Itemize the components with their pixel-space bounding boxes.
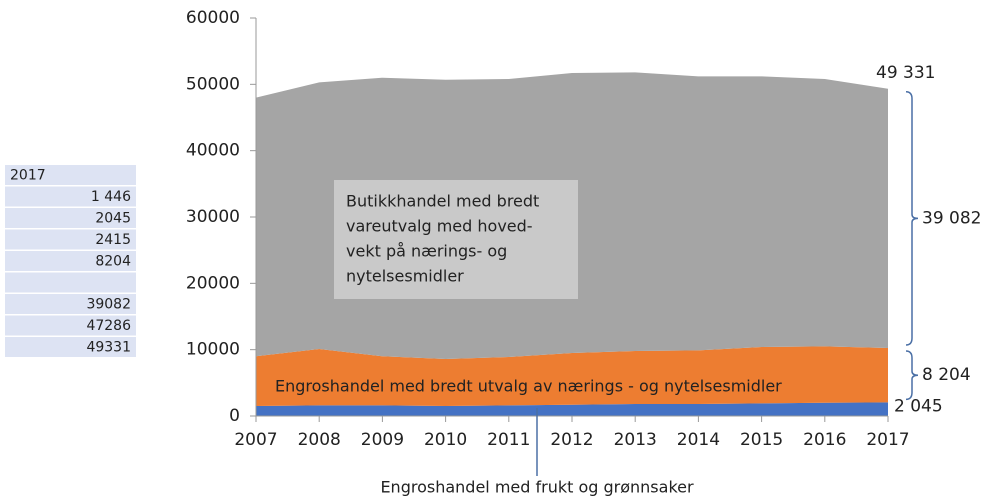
table-row bbox=[5, 315, 136, 336]
x-tick-label: 2016 bbox=[803, 430, 846, 450]
table-row bbox=[5, 294, 136, 314]
table-row bbox=[5, 272, 136, 293]
table-cell: 39082 bbox=[86, 297, 131, 313]
x-tick-label: 2010 bbox=[424, 430, 467, 450]
table-row bbox=[5, 208, 136, 228]
table-cell: 8204 bbox=[95, 254, 131, 270]
table-cell: 1 446 bbox=[91, 189, 131, 205]
table-row bbox=[5, 229, 136, 250]
table-cell: 2045 bbox=[95, 211, 131, 227]
table-row bbox=[5, 337, 136, 357]
x-tick-label: 2009 bbox=[361, 430, 404, 450]
end-label: 49 331 bbox=[876, 63, 935, 83]
table-row bbox=[5, 165, 136, 185]
series-label: vekt på nærings- og bbox=[346, 242, 507, 261]
series-label: Engroshandel med frukt og grønnsaker bbox=[380, 478, 694, 497]
brace bbox=[905, 350, 919, 401]
table-row bbox=[5, 251, 136, 271]
series-label: Engroshandel med bredt utvalg av nærings… bbox=[275, 377, 782, 396]
x-tick-label: 2015 bbox=[740, 430, 783, 450]
y-tick-label: 60000 bbox=[186, 8, 240, 28]
x-tick-label: 2008 bbox=[298, 430, 341, 450]
label-box bbox=[334, 180, 578, 299]
x-tick-label: 2011 bbox=[487, 430, 530, 450]
x-tick-label: 2014 bbox=[677, 430, 720, 450]
area bbox=[256, 346, 888, 407]
table-cell: 49331 bbox=[86, 340, 131, 356]
series-label: vareutvalg med hoved- bbox=[346, 217, 533, 236]
end-label: 8 204 bbox=[922, 365, 971, 385]
table-cell: 2415 bbox=[95, 232, 131, 248]
table-row bbox=[5, 186, 136, 207]
y-tick-label: 0 bbox=[229, 406, 240, 426]
y-tick-label: 30000 bbox=[186, 207, 240, 227]
series-label-box: Butikkhandel med bredt vareutvalg med hov… bbox=[334, 180, 578, 299]
x-tick-label: 2007 bbox=[234, 430, 277, 450]
brace bbox=[905, 91, 919, 346]
x-tick-label: 2013 bbox=[614, 430, 657, 450]
y-tick-label: 10000 bbox=[186, 340, 240, 360]
x-tick-label: 2012 bbox=[550, 430, 593, 450]
series-label: nytelsesmidler bbox=[346, 267, 464, 286]
x-tick-label: 2017 bbox=[866, 430, 909, 450]
y-tick-label: 20000 bbox=[186, 273, 240, 293]
end-label: 2 045 bbox=[894, 396, 943, 416]
y-tick-label: 40000 bbox=[186, 141, 240, 161]
series-label: Butikkhandel med bredt bbox=[346, 192, 539, 211]
area bbox=[256, 402, 888, 416]
end-label: 39 082 bbox=[922, 208, 981, 228]
table-cell: 2017 bbox=[10, 168, 46, 184]
table-cell: 47286 bbox=[86, 318, 131, 334]
y-tick-label: 50000 bbox=[186, 74, 240, 94]
